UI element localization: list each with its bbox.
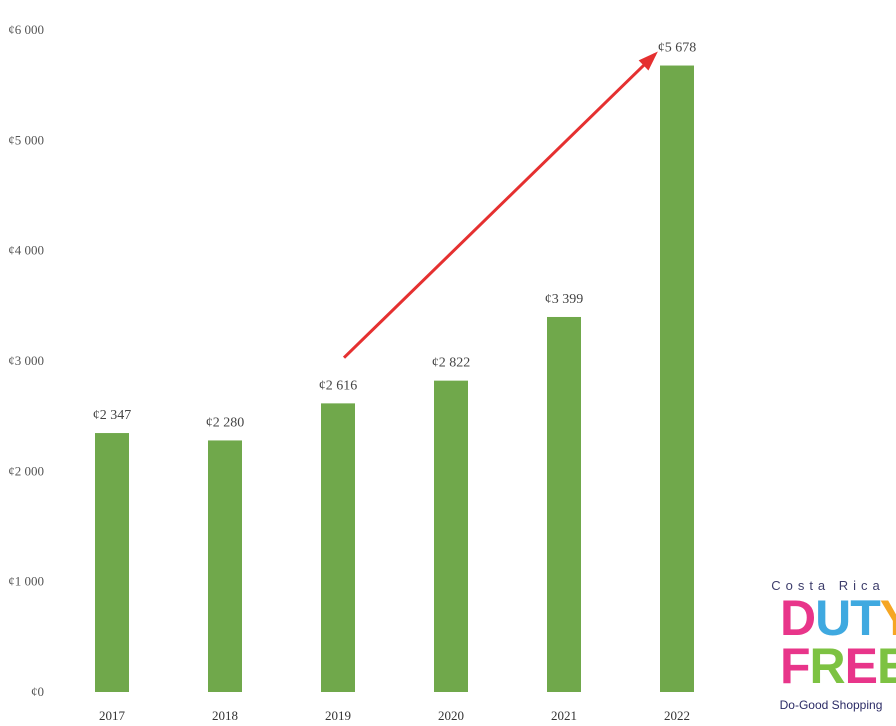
bars: [95, 65, 694, 692]
data-label-2018: ¢2 280: [206, 415, 245, 430]
logo-duty-text: DUTY: [780, 592, 896, 644]
bar-2017: [95, 433, 129, 692]
x-tick-label: 2020: [438, 708, 464, 723]
trend-arrow-line: [342, 53, 657, 359]
logo-letter: U: [815, 590, 851, 646]
bar-2022: [660, 65, 694, 692]
x-tick-label: 2021: [551, 708, 577, 723]
y-tick-label: ¢0: [31, 684, 44, 699]
y-axis-ticks: ¢0 ¢1 000 ¢2 000 ¢3 000 ¢4 000 ¢5 000 ¢6 000: [8, 22, 44, 699]
x-tick-label: 2018: [212, 708, 238, 723]
duty-free-logo: Costa Rica DUTY FREE Do-Good Shopping: [760, 578, 896, 723]
logo-free-text: FREE: [780, 640, 896, 692]
bar-2018: [208, 440, 242, 692]
logo-costa-rica-text: Costa Rica: [771, 578, 885, 593]
bar-2021: [547, 316, 581, 692]
y-tick-label: ¢2 000: [8, 463, 44, 478]
y-tick-label: ¢3 000: [8, 353, 44, 368]
trend-arrow: [342, 51, 658, 359]
data-label-2020: ¢2 822: [432, 356, 471, 371]
bar-2020: [434, 380, 468, 692]
x-tick-label: 2022: [664, 708, 690, 723]
trend-arrow-head: [638, 51, 658, 71]
logo-tagline: Do-Good Shopping: [779, 698, 883, 712]
data-label-2022: ¢5 678: [658, 41, 697, 56]
y-tick-label: ¢1 000: [8, 574, 44, 589]
data-labels: ¢2 347 ¢2 280 ¢2 616 ¢2 822 ¢3 399 ¢5 678: [93, 41, 697, 431]
data-label-2017: ¢2 347: [93, 408, 132, 423]
data-label-2019: ¢2 616: [319, 378, 358, 393]
x-tick-label: 2019: [325, 708, 351, 723]
bar-2019: [321, 403, 355, 692]
x-tick-label: 2017: [99, 708, 126, 723]
logo-letter: R: [809, 638, 846, 694]
y-tick-label: ¢6 000: [8, 22, 44, 37]
y-tick-label: ¢5 000: [8, 132, 44, 147]
y-tick-label: ¢4 000: [8, 243, 44, 258]
data-label-2021: ¢3 399: [545, 292, 584, 307]
logo-letter: F: [780, 638, 811, 694]
logo-letter: D: [780, 590, 816, 646]
logo-letter: E: [844, 638, 878, 694]
x-axis-labels: 2017 2018 2019 2020 2021 2022: [99, 708, 690, 723]
logo-letter: Y: [880, 590, 896, 646]
logo-letter: T: [850, 590, 881, 646]
logo-letter: E: [877, 638, 896, 694]
